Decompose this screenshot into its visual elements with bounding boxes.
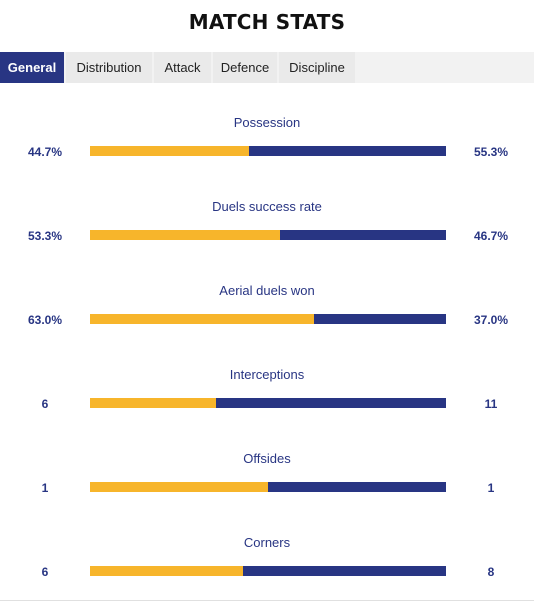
away-value: 8 — [487, 565, 495, 579]
home-value: 6 — [41, 565, 49, 579]
stat-row-duels-success-rate: Duels success rate 53.3% 46.7% — [0, 199, 534, 259]
comparison-bar — [90, 398, 446, 408]
home-value: 6 — [41, 397, 49, 411]
stat-row-aerial-duels-won: Aerial duels won 63.0% 37.0% — [0, 283, 534, 343]
home-share-fill — [90, 482, 268, 492]
comparison-bar — [90, 314, 446, 324]
home-share-fill — [90, 566, 243, 576]
home-share-fill — [90, 314, 315, 324]
stat-label: Offsides — [243, 451, 291, 466]
stat-label: Duels success rate — [212, 199, 322, 214]
away-value: 55.3% — [473, 145, 509, 159]
home-value: 53.3% — [27, 229, 63, 243]
comparison-bar — [90, 230, 446, 240]
stat-row-possession: Possession 44.7% 55.3% — [0, 115, 534, 175]
comparison-bar — [90, 566, 446, 576]
away-value: 11 — [484, 397, 498, 411]
home-value: 44.7% — [27, 145, 63, 159]
divider — [0, 600, 534, 601]
comparison-bar — [90, 146, 446, 156]
home-value: 1 — [41, 481, 49, 495]
stats-tab-bar: General Distribution Attack Defence Disc… — [0, 52, 534, 83]
tab-general[interactable]: General — [0, 52, 64, 83]
page-title: MATCH STATS — [188, 10, 346, 34]
home-value: 63.0% — [27, 313, 63, 327]
tab-attack[interactable]: Attack — [154, 52, 211, 83]
tab-distribution[interactable]: Distribution — [66, 52, 152, 83]
tab-discipline[interactable]: Discipline — [279, 52, 355, 83]
stat-label: Interceptions — [229, 367, 305, 382]
away-value: 1 — [487, 481, 495, 495]
home-share-fill — [90, 146, 250, 156]
stat-label: Corners — [243, 535, 291, 550]
home-share-fill — [90, 398, 216, 408]
stat-row-interceptions: Interceptions 6 11 — [0, 367, 534, 427]
stat-row-offsides: Offsides 1 1 — [0, 451, 534, 511]
comparison-bar — [90, 482, 446, 492]
stat-label: Possession — [233, 115, 301, 130]
tab-defence[interactable]: Defence — [213, 52, 277, 83]
stat-label: Aerial duels won — [219, 283, 315, 298]
home-share-fill — [90, 230, 280, 240]
away-value: 37.0% — [473, 313, 509, 327]
stat-row-corners: Corners 6 8 — [0, 535, 534, 595]
away-value: 46.7% — [473, 229, 509, 243]
